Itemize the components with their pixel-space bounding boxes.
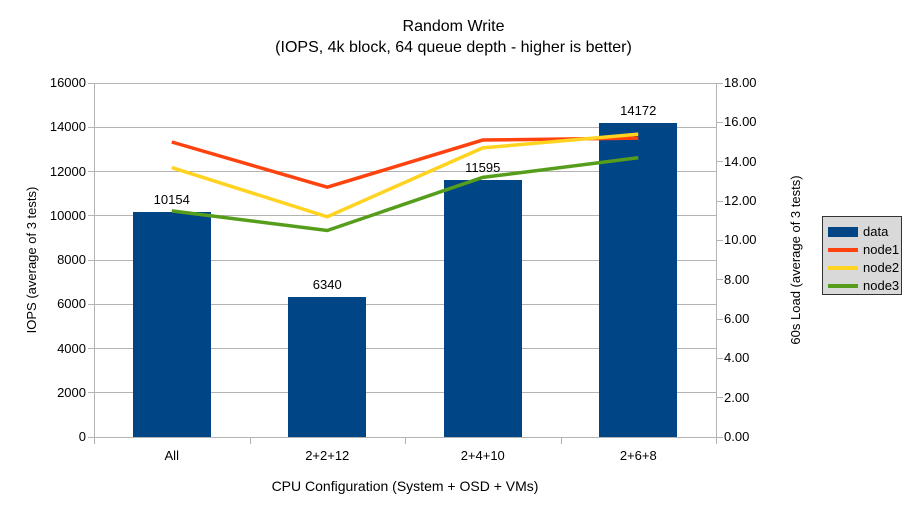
- right-axis-tickmark: [717, 161, 723, 163]
- x-axis-tickmark: [405, 438, 406, 444]
- bar-2-4-10: [443, 180, 522, 437]
- right-axis-tickmark: [717, 82, 723, 84]
- x-axis-tick-label: 2+4+10: [460, 448, 505, 463]
- legend-label-node1: node1: [863, 242, 900, 257]
- right-axis-tick-label: 2.00: [724, 389, 750, 405]
- legend-label-node2: node2: [863, 260, 900, 275]
- right-axis-tick-label: 4.00: [724, 350, 750, 366]
- legend-label-data: data: [863, 224, 889, 239]
- right-axis-tickmark: [717, 436, 723, 438]
- right-axis-tickmark: [717, 121, 723, 123]
- left-axis-tick-label: 6000: [57, 296, 86, 312]
- right-axis-tickmark: [717, 200, 723, 202]
- x-axis-tickmark: [94, 438, 95, 444]
- right-axis-title: 60s Load (average of 3 tests): [788, 175, 803, 345]
- gridline: [94, 348, 716, 349]
- bar-2-6-8: [599, 123, 678, 437]
- legend-entry-node2: node2: [828, 259, 901, 277]
- left-axis-tickmark: [88, 82, 94, 84]
- legend-entry-node1: node1: [828, 241, 901, 259]
- left-axis-line: [94, 83, 95, 437]
- bar-2-2-12: [288, 296, 367, 437]
- right-axis-tickmark: [717, 279, 723, 281]
- bar-value-label: 14172: [620, 103, 657, 119]
- legend-entry-node3: node3: [828, 277, 901, 294]
- bar-value-label: 10154: [153, 192, 190, 208]
- right-axis-tick-label: 16.00: [724, 114, 757, 130]
- left-axis-tickmark: [88, 126, 94, 128]
- legend-swatch-node1: [828, 248, 858, 252]
- legend-swatch-data: [828, 227, 858, 237]
- left-axis-tickmark: [88, 392, 94, 394]
- right-axis-tickmark: [717, 357, 723, 359]
- left-axis-tickmark: [88, 348, 94, 349]
- legend-swatch-node2: [828, 266, 858, 270]
- bar-value-label: 11595: [465, 160, 501, 176]
- gridline: [94, 82, 716, 84]
- x-axis-tickmark: [249, 438, 251, 444]
- x-axis-tick-label: 2+6+8: [619, 448, 657, 463]
- left-axis-tickmark: [88, 259, 94, 261]
- right-axis-tick-label: 0.00: [724, 429, 750, 444]
- gridline: [94, 171, 716, 172]
- legend: data node1 node2 node3: [822, 216, 902, 295]
- right-axis-tick-label: 14.00: [724, 153, 757, 169]
- line-node2: [171, 132, 639, 219]
- legend-label-node3: node3: [863, 278, 900, 293]
- left-axis-tickmark: [88, 303, 94, 305]
- chart-title: Random Write: [402, 18, 505, 35]
- left-axis-tickmark: [88, 436, 94, 438]
- left-axis-tick-label: 8000: [57, 252, 86, 267]
- left-axis-tick-label: 0: [78, 429, 86, 444]
- x-axis-tickmark: [560, 438, 562, 444]
- left-axis-tick-label: 4000: [57, 340, 86, 356]
- legend-entry-data: data: [828, 223, 901, 241]
- gridline: [94, 259, 716, 261]
- right-axis-line: [716, 83, 717, 437]
- right-axis-tickmark: [717, 239, 723, 241]
- left-axis-tick-label: 10000: [49, 207, 86, 223]
- right-axis-tickmark: [717, 397, 723, 399]
- line-node1: [171, 136, 639, 190]
- left-axis-tick-label: 2000: [57, 384, 86, 400]
- x-axis-tickmark: [716, 438, 717, 444]
- gridline: [94, 392, 716, 394]
- bar-value-label: 6340: [312, 276, 342, 292]
- right-axis-tickmark: [717, 318, 723, 320]
- left-axis-tick-label: 14000: [49, 119, 86, 135]
- x-axis-title: CPU Configuration (System + OSD + VMs): [271, 478, 539, 494]
- left-axis-tickmark: [88, 215, 94, 217]
- left-axis-title: IOPS (average of 3 tests): [24, 186, 39, 334]
- left-axis-tick-label: 12000: [49, 163, 86, 179]
- right-axis-tick-label: 12.00: [724, 193, 757, 208]
- line-node3: [171, 155, 639, 233]
- legend-swatch-node3: [828, 284, 858, 288]
- right-axis-tick-label: 6.00: [724, 311, 750, 326]
- gridline: [94, 126, 716, 128]
- left-axis-tick-label: 16000: [49, 75, 86, 90]
- right-axis-tick-label: 10.00: [724, 232, 757, 248]
- left-axis-tickmark: [88, 171, 94, 172]
- x-axis-tick-label: 2+2+12: [305, 448, 350, 463]
- gridline: [94, 215, 716, 217]
- right-axis-tick-label: 8.00: [724, 271, 750, 287]
- gridline: [94, 303, 716, 305]
- bar-all: [132, 212, 211, 437]
- bottom-axis-line: [94, 437, 717, 438]
- x-axis-tick-label: All: [164, 448, 179, 463]
- chart-subtitle: (IOPS, 4k block, 64 queue depth - higher…: [275, 39, 632, 56]
- right-axis-tick-label: 18.00: [724, 75, 757, 90]
